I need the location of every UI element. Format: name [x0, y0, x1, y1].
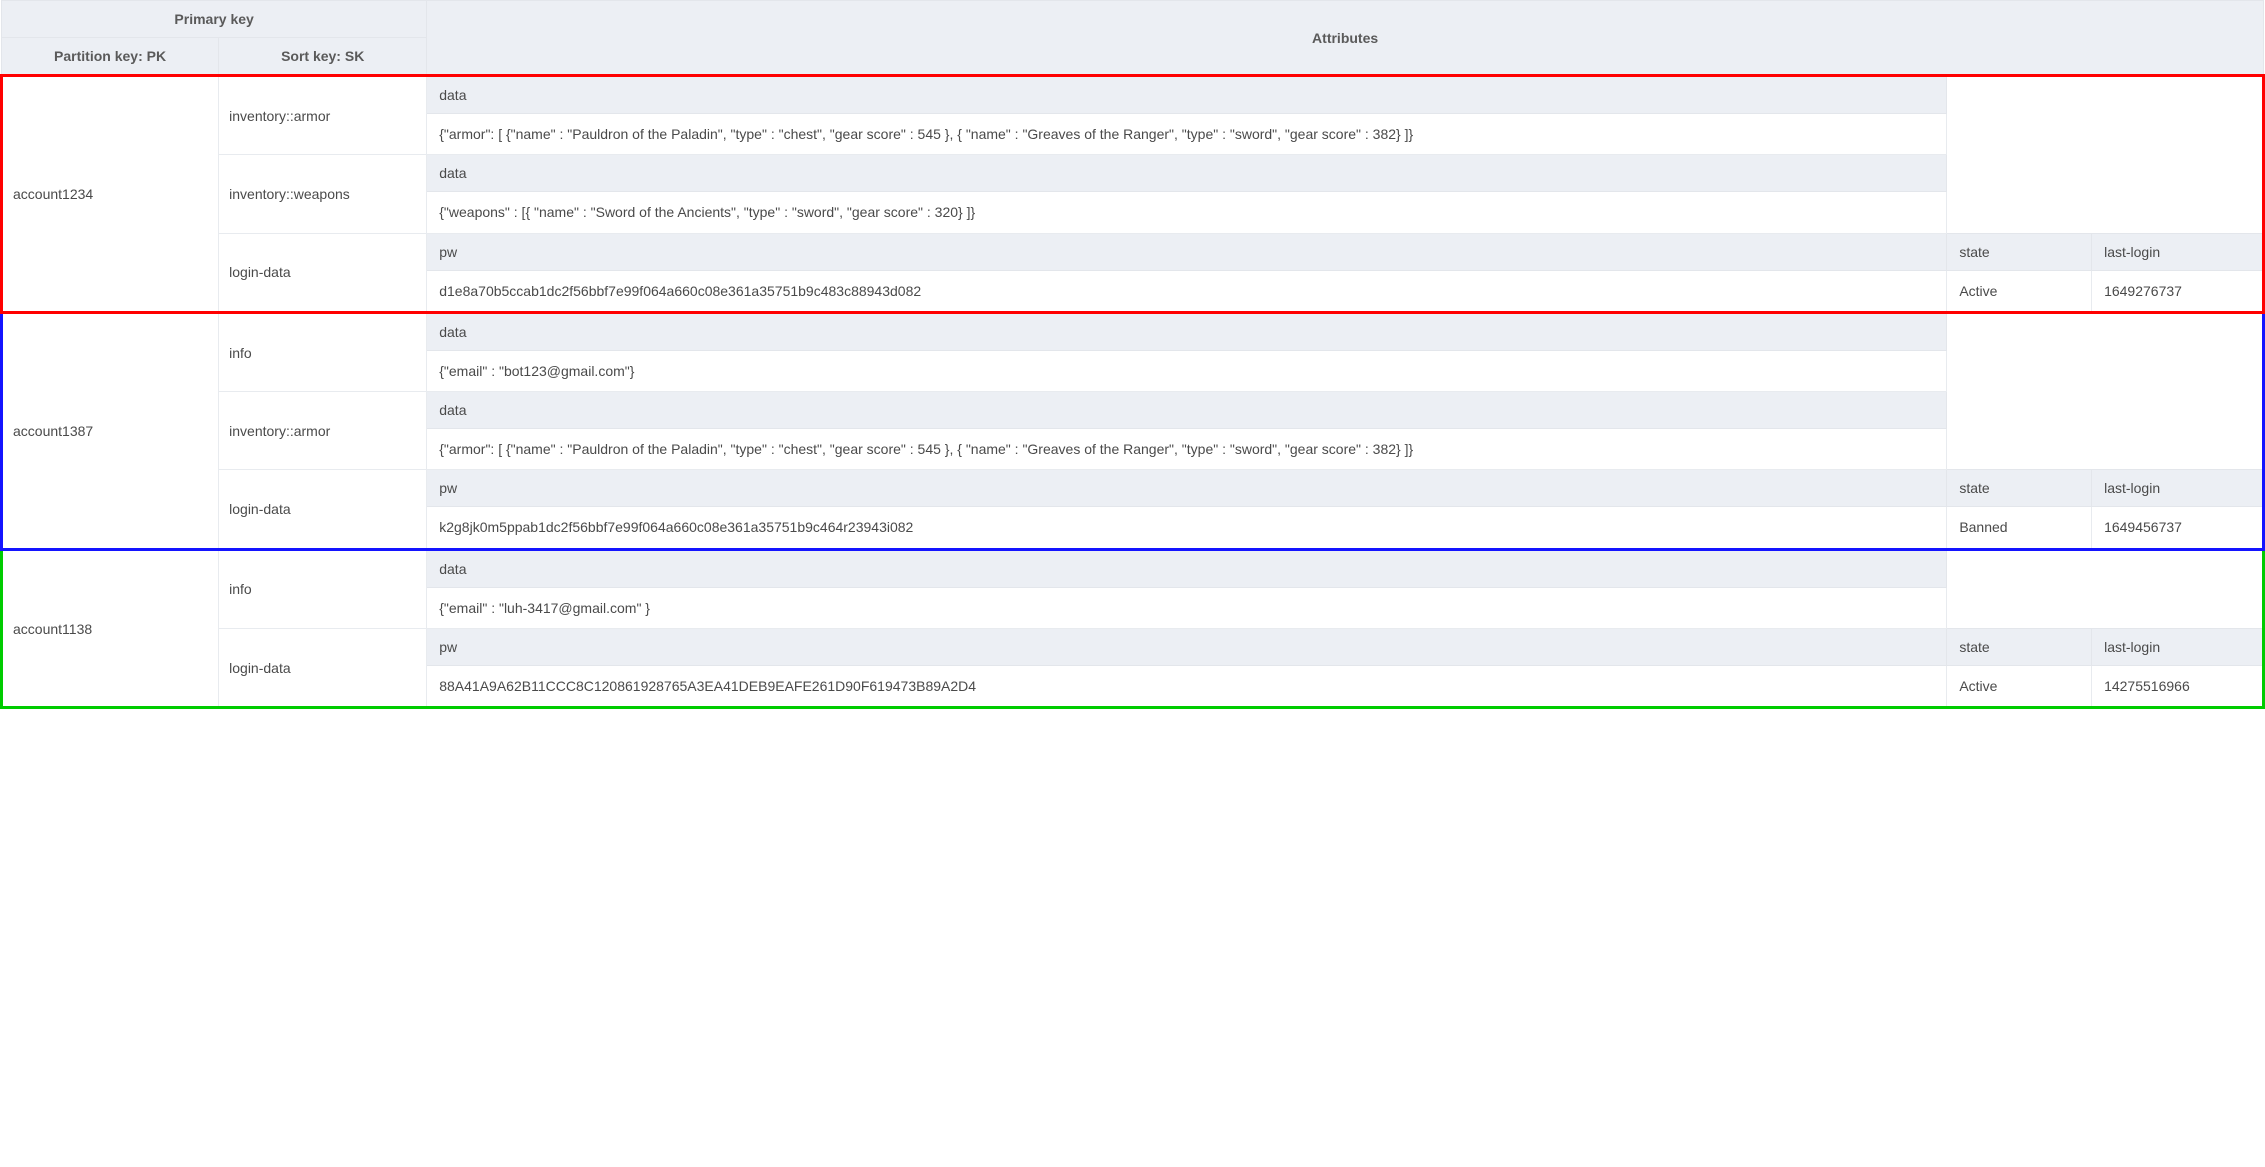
attr-header-cell: pw	[427, 629, 1947, 666]
table-body: account1234inventory::armordata{"armor":…	[2, 76, 2264, 708]
empty-cell	[1947, 312, 2264, 391]
sort-key-cell: inventory::armor	[219, 392, 427, 470]
sort-key-cell: inventory::weapons	[219, 155, 427, 233]
attr-value-cell: 1649276737	[2092, 270, 2264, 312]
attr-header-cell: last-login	[2092, 470, 2264, 507]
attr-header-cell: pw	[427, 233, 1947, 270]
sort-key-cell: inventory::armor	[219, 76, 427, 155]
attr-value-cell: {"weapons" : [{ "name" : "Sword of the A…	[427, 192, 1947, 233]
attr-value-cell: d1e8a70b5ccab1dc2f56bbf7e99f064a660c08e3…	[427, 270, 1947, 312]
attr-header-cell: pw	[427, 470, 1947, 507]
sort-key-cell: info	[219, 549, 427, 628]
attr-value-cell: Banned	[1947, 507, 2092, 549]
attr-value-cell: {"armor": [ {"name" : "Pauldron of the P…	[427, 114, 1947, 155]
partition-key-cell: account1234	[2, 76, 219, 313]
attr-header-cell: state	[1947, 233, 2092, 270]
header-primary-key: Primary key	[2, 1, 427, 38]
attr-header-cell: data	[427, 76, 1947, 114]
sort-key-cell: login-data	[219, 629, 427, 708]
empty-cell	[1947, 155, 2264, 233]
attr-value-cell: {"email" : "luh-3417@gmail.com" }	[427, 587, 1947, 628]
sort-key-cell: info	[219, 312, 427, 391]
header-sort-key: Sort key: SK	[219, 38, 427, 76]
header-attributes: Attributes	[427, 1, 2264, 76]
attr-header-cell: state	[1947, 470, 2092, 507]
attr-value-cell: 14275516966	[2092, 666, 2264, 708]
attr-value-cell: k2g8jk0m5ppab1dc2f56bbf7e99f064a660c08e3…	[427, 507, 1947, 549]
attr-header-cell: last-login	[2092, 233, 2264, 270]
sort-key-cell: login-data	[219, 233, 427, 312]
attr-value-cell: {"email" : "bot123@gmail.com"}	[427, 350, 1947, 391]
empty-cell	[1947, 392, 2264, 470]
dynamodb-table: Primary key Attributes Partition key: PK…	[0, 0, 2265, 709]
partition-key-cell: account1387	[2, 312, 219, 549]
attr-value-cell: {"armor": [ {"name" : "Pauldron of the P…	[427, 429, 1947, 470]
attr-header-cell: last-login	[2092, 629, 2264, 666]
header-partition-key: Partition key: PK	[2, 38, 219, 76]
attr-header-cell: data	[427, 392, 1947, 429]
partition-key-cell: account1138	[2, 549, 219, 708]
attr-value-cell: Active	[1947, 666, 2092, 708]
empty-cell	[1947, 549, 2264, 628]
attr-header-cell: data	[427, 312, 1947, 350]
attr-value-cell: 88A41A9A62B11CCC8C120861928765A3EA41DEB9…	[427, 666, 1947, 708]
empty-cell	[1947, 76, 2264, 155]
attr-header-cell: data	[427, 549, 1947, 587]
attr-header-cell: state	[1947, 629, 2092, 666]
sort-key-cell: login-data	[219, 470, 427, 549]
attr-header-cell: data	[427, 155, 1947, 192]
attr-value-cell: Active	[1947, 270, 2092, 312]
attr-value-cell: 1649456737	[2092, 507, 2264, 549]
